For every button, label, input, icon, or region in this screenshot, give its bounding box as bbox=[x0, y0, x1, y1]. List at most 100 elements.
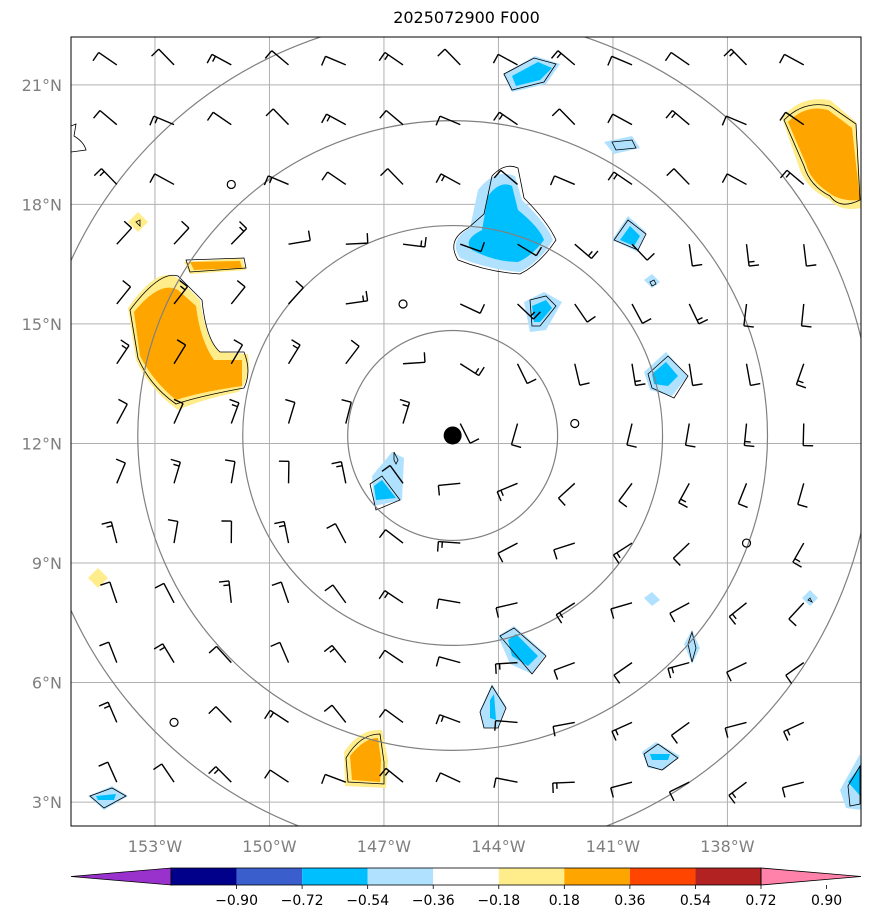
wind-barb bbox=[218, 580, 232, 603]
wind-barb bbox=[99, 641, 118, 663]
wind-barb bbox=[288, 230, 311, 245]
wind-barb bbox=[728, 602, 747, 625]
wind-barb bbox=[552, 721, 575, 737]
calm-circle bbox=[169, 717, 179, 727]
wind-barb bbox=[631, 303, 652, 324]
calm-circle bbox=[741, 538, 752, 548]
wind-barb bbox=[678, 482, 690, 509]
wind-barb bbox=[607, 113, 633, 126]
wind-barb bbox=[631, 363, 646, 387]
lat-label-3: 12°N bbox=[22, 434, 62, 453]
range-ring-1 bbox=[242, 224, 664, 646]
wind-barb bbox=[688, 244, 703, 267]
wind-barb bbox=[631, 243, 655, 261]
wind-barb bbox=[331, 461, 347, 484]
wind-barb bbox=[378, 590, 404, 604]
calm-circle bbox=[226, 179, 236, 190]
wind-barb bbox=[173, 220, 190, 245]
wind-barb bbox=[517, 303, 541, 320]
wind-barb bbox=[493, 777, 518, 788]
colorbar-swatch-9 bbox=[695, 868, 761, 885]
colorbar-label-5: 0.18 bbox=[549, 893, 580, 909]
shade-cyan-north bbox=[468, 184, 544, 262]
wind-barb bbox=[265, 108, 290, 126]
wind-barb bbox=[115, 458, 126, 484]
wind-barb bbox=[263, 175, 289, 186]
wind-barb bbox=[493, 169, 518, 185]
colorbar-swatch-5 bbox=[433, 868, 499, 885]
wind-barb bbox=[270, 641, 290, 663]
wind-barb bbox=[345, 339, 360, 365]
shade-cyan-k bbox=[96, 794, 116, 800]
wind-barb bbox=[496, 482, 518, 502]
wind-barb bbox=[555, 602, 576, 624]
wind-barb bbox=[435, 173, 461, 186]
wind-barb bbox=[151, 48, 175, 66]
wind-barb bbox=[785, 662, 805, 684]
wind-barb bbox=[380, 168, 404, 185]
colorbar-label-0: −0.90 bbox=[215, 893, 258, 909]
wind-barb bbox=[379, 767, 404, 783]
wind-barb bbox=[802, 423, 814, 447]
wind-barb bbox=[459, 423, 480, 444]
wind-barb bbox=[721, 173, 747, 186]
wind-barb bbox=[287, 339, 301, 365]
colorbar-extend-low bbox=[70, 867, 172, 886]
wind-barb bbox=[345, 290, 369, 305]
wind-barb bbox=[688, 363, 703, 387]
wind-barb bbox=[230, 220, 248, 245]
wind-barb bbox=[797, 483, 808, 508]
lon-label-5: 138°W bbox=[700, 837, 755, 856]
wind-barb bbox=[170, 458, 182, 484]
colorbar-swatch-4 bbox=[367, 868, 434, 885]
wind-barb bbox=[612, 542, 633, 564]
wind-barb bbox=[665, 109, 690, 126]
calm-circle bbox=[570, 418, 580, 429]
wind-barb bbox=[574, 303, 596, 323]
wind-barb bbox=[779, 169, 805, 185]
wind-barb bbox=[610, 781, 633, 798]
colorbar-extend-high bbox=[760, 867, 862, 886]
wind-barb bbox=[167, 519, 179, 544]
wind-barb bbox=[435, 714, 461, 725]
shade-cyan-f bbox=[374, 480, 396, 500]
shade-cyan-c bbox=[620, 226, 640, 246]
wind-barb bbox=[510, 423, 522, 449]
wind-barb bbox=[574, 243, 599, 260]
colorbar-label-8: 0.72 bbox=[745, 893, 776, 909]
wind-barb bbox=[278, 460, 290, 484]
wind-barb bbox=[670, 721, 690, 744]
lat-label-5: 18°N bbox=[22, 195, 62, 214]
graticule bbox=[71, 37, 861, 826]
wind-barb bbox=[435, 115, 461, 126]
colorbar: −0.90 −0.72 −0.54 −0.36 −0.18 0.18 0.36 0.54 0.7… bbox=[70, 867, 862, 909]
wind-barb bbox=[724, 721, 747, 738]
wind-barb bbox=[667, 661, 690, 679]
colorbar-label-4: −0.18 bbox=[477, 893, 520, 909]
wind-barb bbox=[116, 398, 128, 424]
shade-yellow-b bbox=[88, 568, 108, 588]
wind-barb bbox=[323, 704, 347, 723]
colorbar-swatch-8 bbox=[629, 868, 696, 885]
wind-barb bbox=[149, 115, 175, 126]
wind-barb bbox=[553, 661, 576, 680]
wind-barb bbox=[436, 540, 461, 552]
wind-barb bbox=[93, 168, 118, 185]
wind-barb bbox=[607, 171, 633, 186]
lat-labels: 3°N 6°N 9°N 12°N 15°N 18°N 21°N bbox=[22, 76, 62, 812]
colorbar-label-3: −0.36 bbox=[412, 893, 455, 909]
wind-barbs bbox=[92, 48, 817, 804]
colorbar-frame bbox=[170, 867, 762, 886]
colorbar-label-7: 0.54 bbox=[680, 893, 711, 909]
wind-barb bbox=[208, 645, 232, 664]
wind-barb bbox=[100, 581, 118, 604]
lon-label-4: 141°W bbox=[586, 837, 641, 856]
colorbar-label-2: −0.54 bbox=[346, 893, 389, 909]
wind-barb bbox=[378, 649, 404, 664]
shade-cyan-d bbox=[532, 300, 552, 322]
wind-barb bbox=[345, 233, 369, 245]
wind-barb bbox=[517, 243, 543, 257]
wind-barb bbox=[326, 523, 347, 544]
wind-barb bbox=[557, 482, 576, 506]
range-rings bbox=[71, 37, 861, 826]
